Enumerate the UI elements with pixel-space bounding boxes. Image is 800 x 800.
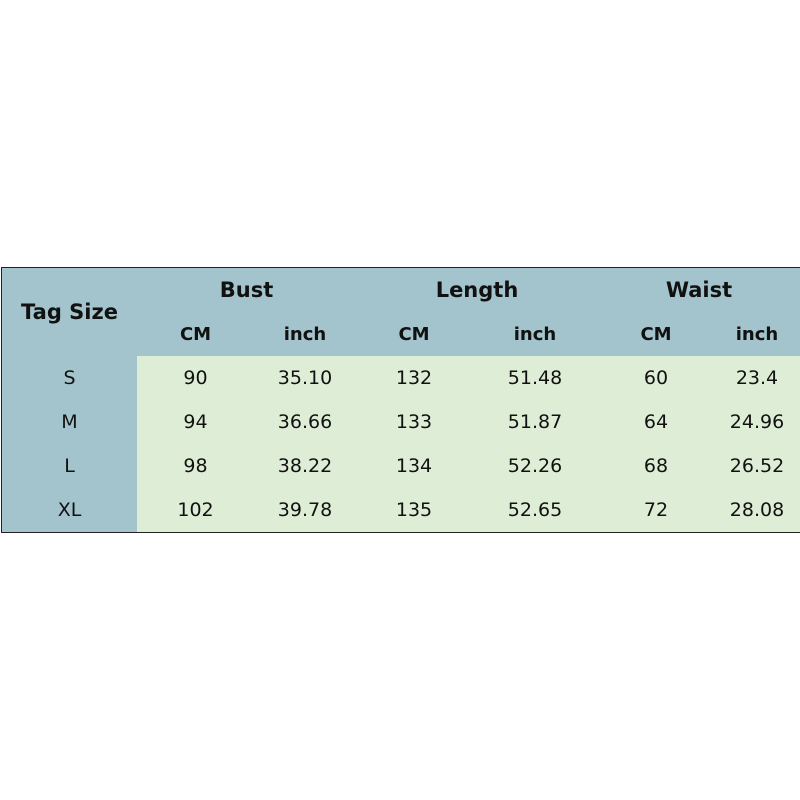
unit-header: CM: [356, 312, 473, 357]
table-cell: 134: [356, 444, 473, 489]
table-cell: 51.87: [472, 400, 599, 445]
group-header: Bust: [137, 268, 357, 313]
table-cell: 38.22: [254, 444, 357, 489]
table-cell: 24.96: [714, 400, 800, 445]
group-header: Waist: [598, 268, 800, 313]
table-cell: 60: [598, 356, 715, 401]
table-cell: 94: [137, 400, 255, 445]
table-cell: 39.78: [254, 488, 357, 533]
table-cell: 52.65: [472, 488, 599, 533]
unit-header: CM: [598, 312, 715, 357]
table-cell: 90: [137, 356, 255, 401]
unit-header: CM: [137, 312, 255, 357]
size-label: S: [2, 356, 138, 401]
table-cell: 98: [137, 444, 255, 489]
table-cell: 36.66: [254, 400, 357, 445]
unit-header: inch: [714, 312, 800, 357]
table-cell: 64: [598, 400, 715, 445]
size-label: M: [2, 400, 138, 445]
table-cell: 28.08: [714, 488, 800, 533]
table-cell: 133: [356, 400, 473, 445]
table-cell: 72: [598, 488, 715, 533]
unit-header: inch: [472, 312, 599, 357]
unit-header: inch: [254, 312, 357, 357]
table-cell: 35.10: [254, 356, 357, 401]
table-cell: 132: [356, 356, 473, 401]
table-cell: 52.26: [472, 444, 599, 489]
table-cell: 135: [356, 488, 473, 533]
group-header: Length: [356, 268, 599, 313]
table-cell: 26.52: [714, 444, 800, 489]
table-cell: 23.4: [714, 356, 800, 401]
table-cell: 102: [137, 488, 255, 533]
table-cell: 51.48: [472, 356, 599, 401]
size-label: L: [2, 444, 138, 489]
size-label: XL: [2, 488, 138, 533]
table-cell: 68: [598, 444, 715, 489]
tag-size-header: Tag Size: [2, 268, 138, 357]
